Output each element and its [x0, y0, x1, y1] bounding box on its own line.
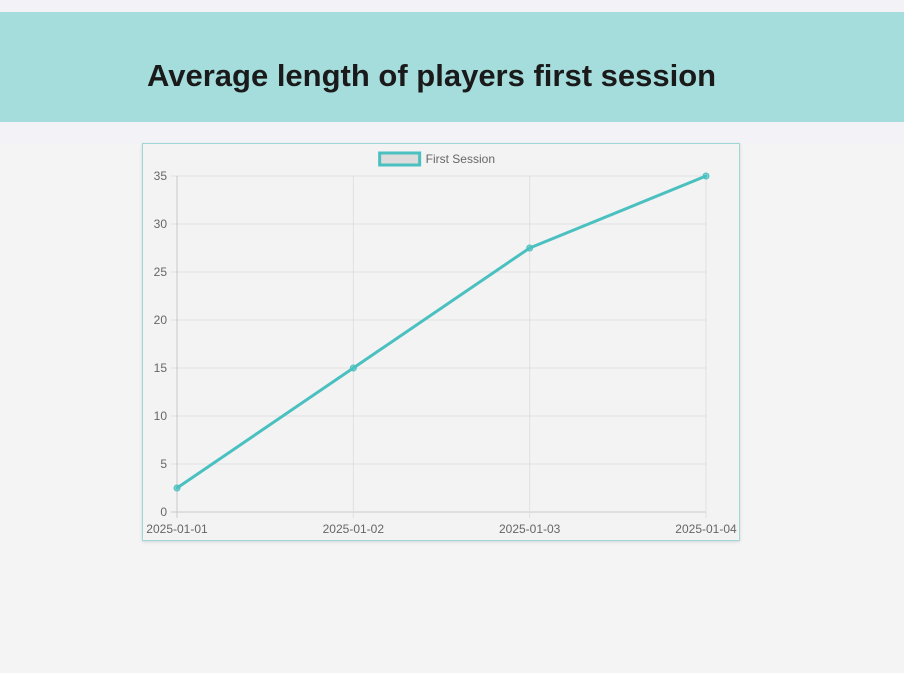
x-tick-label: 2025-01-03: [499, 522, 561, 536]
legend-swatch: [378, 151, 422, 167]
top-strip: [0, 0, 904, 12]
line-chart: 0 5 10 15 20 25 30 35 2025-01-01 2025-01-02 2025-0…: [146, 151, 737, 536]
y-tick-label: 5: [160, 457, 167, 471]
chart-card: 0 5 10 15 20 25 30 35 2025-01-01 2025-01-02 2025-0…: [142, 143, 740, 541]
y-tick-label: 25: [154, 265, 168, 279]
page-header: Average length of players first session: [0, 12, 904, 122]
y-tick-label: 15: [154, 361, 168, 375]
y-tick-label: 20: [154, 313, 168, 327]
data-point: [526, 244, 534, 252]
series-line: [175, 174, 708, 490]
legend-label: First Session: [426, 152, 495, 166]
y-tick-label: 35: [154, 169, 168, 183]
x-tick-label: 2025-01-01: [146, 522, 208, 536]
y-tick-label: 10: [154, 409, 168, 423]
header-gap: [0, 122, 904, 144]
x-tick-label: 2025-01-02: [323, 522, 385, 536]
data-point: [173, 484, 181, 492]
data-point: [349, 364, 357, 372]
y-tick-label: 30: [154, 217, 168, 231]
y-tick-label: 0: [160, 505, 167, 519]
x-tick-label: 2025-01-04: [675, 522, 737, 536]
data-point: [702, 172, 710, 180]
page-title: Average length of players first session: [147, 58, 717, 93]
